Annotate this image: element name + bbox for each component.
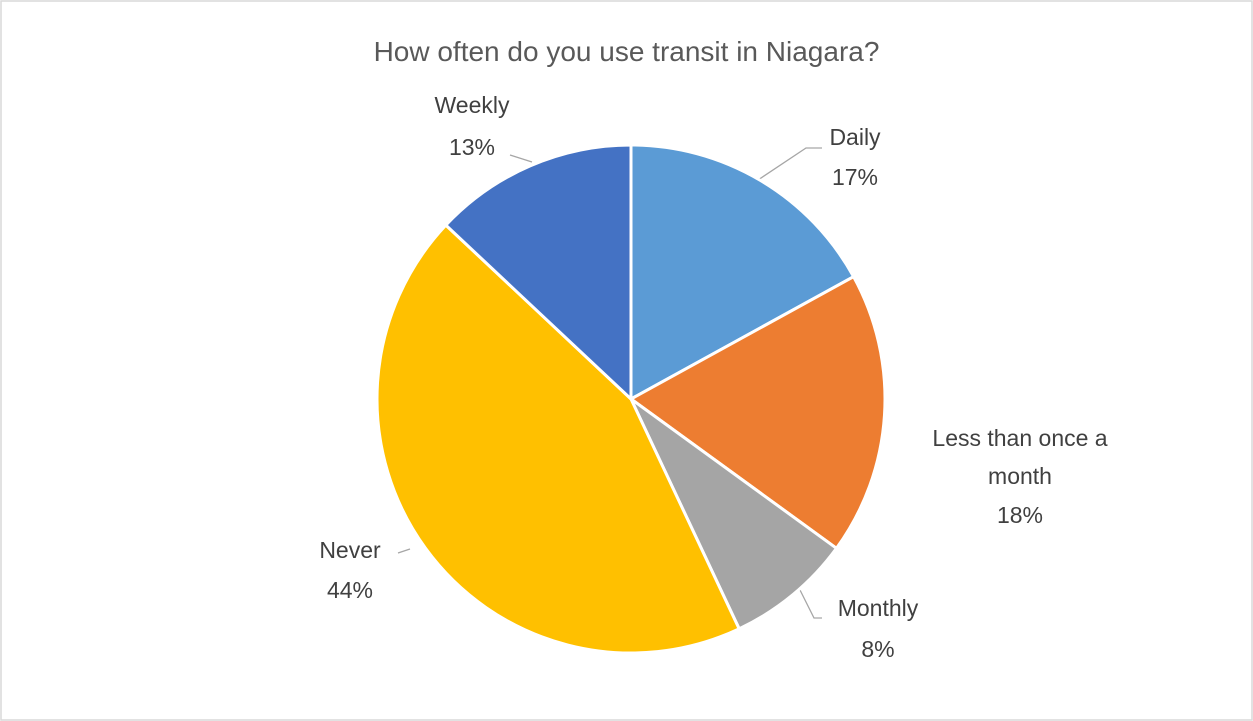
leader-line [509,154,533,163]
pie-slice [629,143,856,402]
slice-value-label: 13% [448,134,496,160]
pie-slice [629,397,839,631]
leader-line [799,589,822,619]
slice-value-label: 17% [831,164,879,190]
slice-label: Never [319,537,381,563]
slice-value-label: 18% [996,502,1044,528]
slice-value-label: 44% [326,577,374,603]
pie-slice [375,223,742,655]
slice-label: Daily [829,124,881,150]
pie-slice [628,274,887,551]
slice-label: Weekly [434,92,510,118]
slice-label: Less than once a month [932,425,1108,489]
slice-value-label: 8% [861,636,895,662]
slice-label: Monthly [837,595,919,621]
leader-line [397,548,411,554]
pie-slice [443,143,633,403]
leader-line [757,147,822,181]
chart-title: How often do you use transit in Niagara? [373,36,880,67]
